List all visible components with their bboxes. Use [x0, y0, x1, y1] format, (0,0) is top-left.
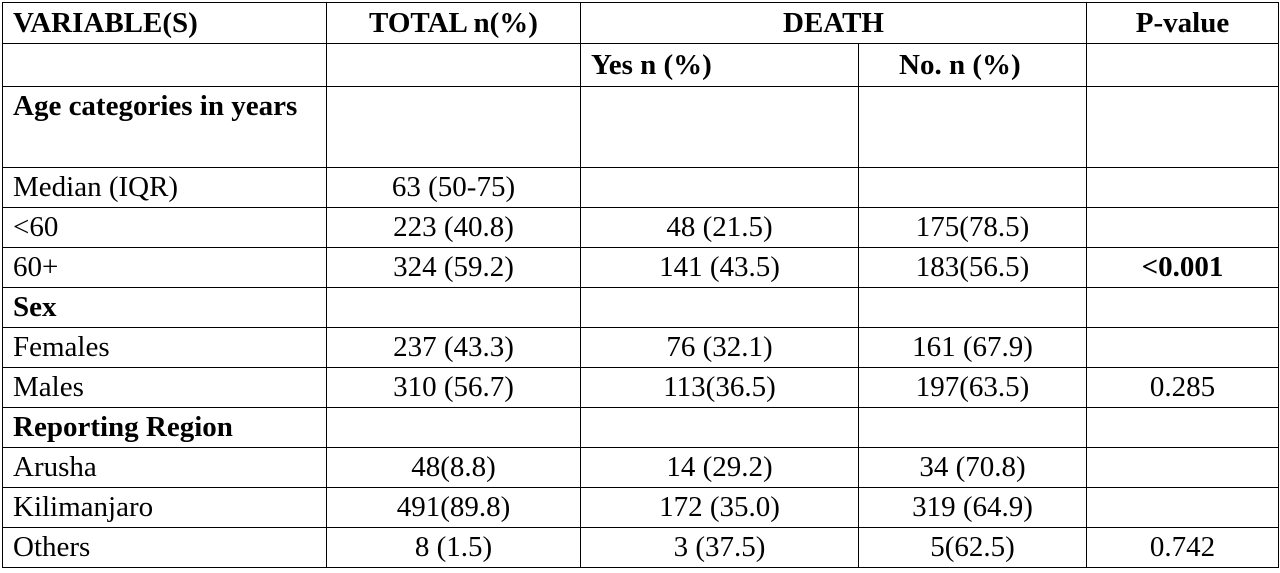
row-label: Males	[2, 367, 327, 408]
median-label: Median (IQR)	[2, 167, 327, 208]
row-pvalue: 0.742	[1086, 527, 1280, 568]
row-total: 237 (43.3)	[326, 327, 581, 368]
row-no: 183(56.5)	[857, 247, 1088, 288]
empty-cell	[1086, 287, 1280, 328]
empty-cell	[326, 86, 581, 168]
row-no: 161 (67.9)	[857, 327, 1088, 368]
row-total: 491(89.8)	[326, 487, 581, 528]
row-label: Others	[2, 527, 327, 568]
section-row-sex: Sex	[2, 287, 1280, 328]
header-row: VARIABLE(S) TOTAL n(%) DEATH P-value	[2, 2, 1280, 44]
header-pvalue: P-value	[1086, 2, 1280, 44]
table-row: Kilimanjaro 491(89.8) 172 (35.0) 319 (64…	[2, 487, 1280, 528]
table-row: Males 310 (56.7) 113(36.5) 197(63.5) 0.2…	[2, 367, 1280, 408]
empty-cell	[580, 167, 859, 208]
section-title-sex: Sex	[2, 287, 327, 328]
table-row: Females 237 (43.3) 76 (32.1) 161 (67.9)	[2, 327, 1280, 368]
row-pvalue	[1086, 327, 1280, 368]
empty-cell	[857, 86, 1088, 168]
row-no: 197(63.5)	[857, 367, 1088, 408]
row-pvalue	[1086, 207, 1280, 248]
empty-cell	[580, 407, 859, 448]
subheader-row: Yes n (%) No. n (%)	[2, 43, 1280, 87]
empty-cell	[326, 287, 581, 328]
row-no: 175(78.5)	[857, 207, 1088, 248]
row-yes: 141 (43.5)	[580, 247, 859, 288]
row-total: 48(8.8)	[326, 447, 581, 488]
empty-cell	[326, 407, 581, 448]
empty-cell	[1086, 86, 1280, 168]
row-total: 223 (40.8)	[326, 207, 581, 248]
empty-cell	[857, 287, 1088, 328]
row-yes: 14 (29.2)	[580, 447, 859, 488]
subheader-blank	[1086, 43, 1280, 87]
row-label: Kilimanjaro	[2, 487, 327, 528]
empty-cell	[580, 287, 859, 328]
row-yes: 48 (21.5)	[580, 207, 859, 248]
table-row: <60 223 (40.8) 48 (21.5) 175(78.5)	[2, 207, 1280, 248]
header-death: DEATH	[579, 2, 1088, 44]
header-yes: Yes n (%)	[580, 43, 859, 87]
row-yes: 76 (32.1)	[580, 327, 859, 368]
section-title-age: Age categories in years	[2, 86, 327, 168]
empty-cell	[857, 167, 1088, 208]
median-value: 63 (50-75)	[326, 167, 581, 208]
row-total: 8 (1.5)	[326, 527, 581, 568]
table-row: Arusha 48(8.8) 14 (29.2) 34 (70.8)	[2, 447, 1280, 488]
empty-cell	[1086, 167, 1280, 208]
row-yes: 113(36.5)	[580, 367, 859, 408]
header-variable: VARIABLE(S)	[2, 2, 327, 44]
header-no: No. n (%)	[857, 43, 1088, 87]
section-row-region: Reporting Region	[2, 407, 1280, 448]
row-no: 319 (64.9)	[857, 487, 1088, 528]
row-label: <60	[2, 207, 327, 248]
row-label: Females	[2, 327, 327, 368]
row-no: 5(62.5)	[857, 527, 1088, 568]
row-total: 324 (59.2)	[326, 247, 581, 288]
row-pvalue: <0.001	[1086, 247, 1280, 288]
row-yes: 172 (35.0)	[580, 487, 859, 528]
subheader-blank	[2, 43, 327, 87]
empty-cell	[1086, 407, 1280, 448]
section-title-region: Reporting Region	[2, 407, 327, 448]
row-total: 310 (56.7)	[326, 367, 581, 408]
header-total: TOTAL n(%)	[326, 2, 581, 44]
section-row-age: Age categories in years	[2, 86, 1280, 168]
row-pvalue: 0.285	[1086, 367, 1280, 408]
subheader-blank	[326, 43, 581, 87]
row-no: 34 (70.8)	[857, 447, 1088, 488]
row-label: 60+	[2, 247, 327, 288]
table-row: Others 8 (1.5) 3 (37.5) 5(62.5) 0.742	[2, 527, 1280, 568]
row-label: Arusha	[2, 447, 327, 488]
row-pvalue	[1086, 487, 1280, 528]
row-pvalue	[1086, 447, 1280, 488]
empty-cell	[857, 407, 1088, 448]
empty-cell	[580, 86, 859, 168]
row-yes: 3 (37.5)	[580, 527, 859, 568]
median-row: Median (IQR) 63 (50-75)	[2, 167, 1280, 208]
table-row: 60+ 324 (59.2) 141 (43.5) 183(56.5) <0.0…	[2, 247, 1280, 288]
